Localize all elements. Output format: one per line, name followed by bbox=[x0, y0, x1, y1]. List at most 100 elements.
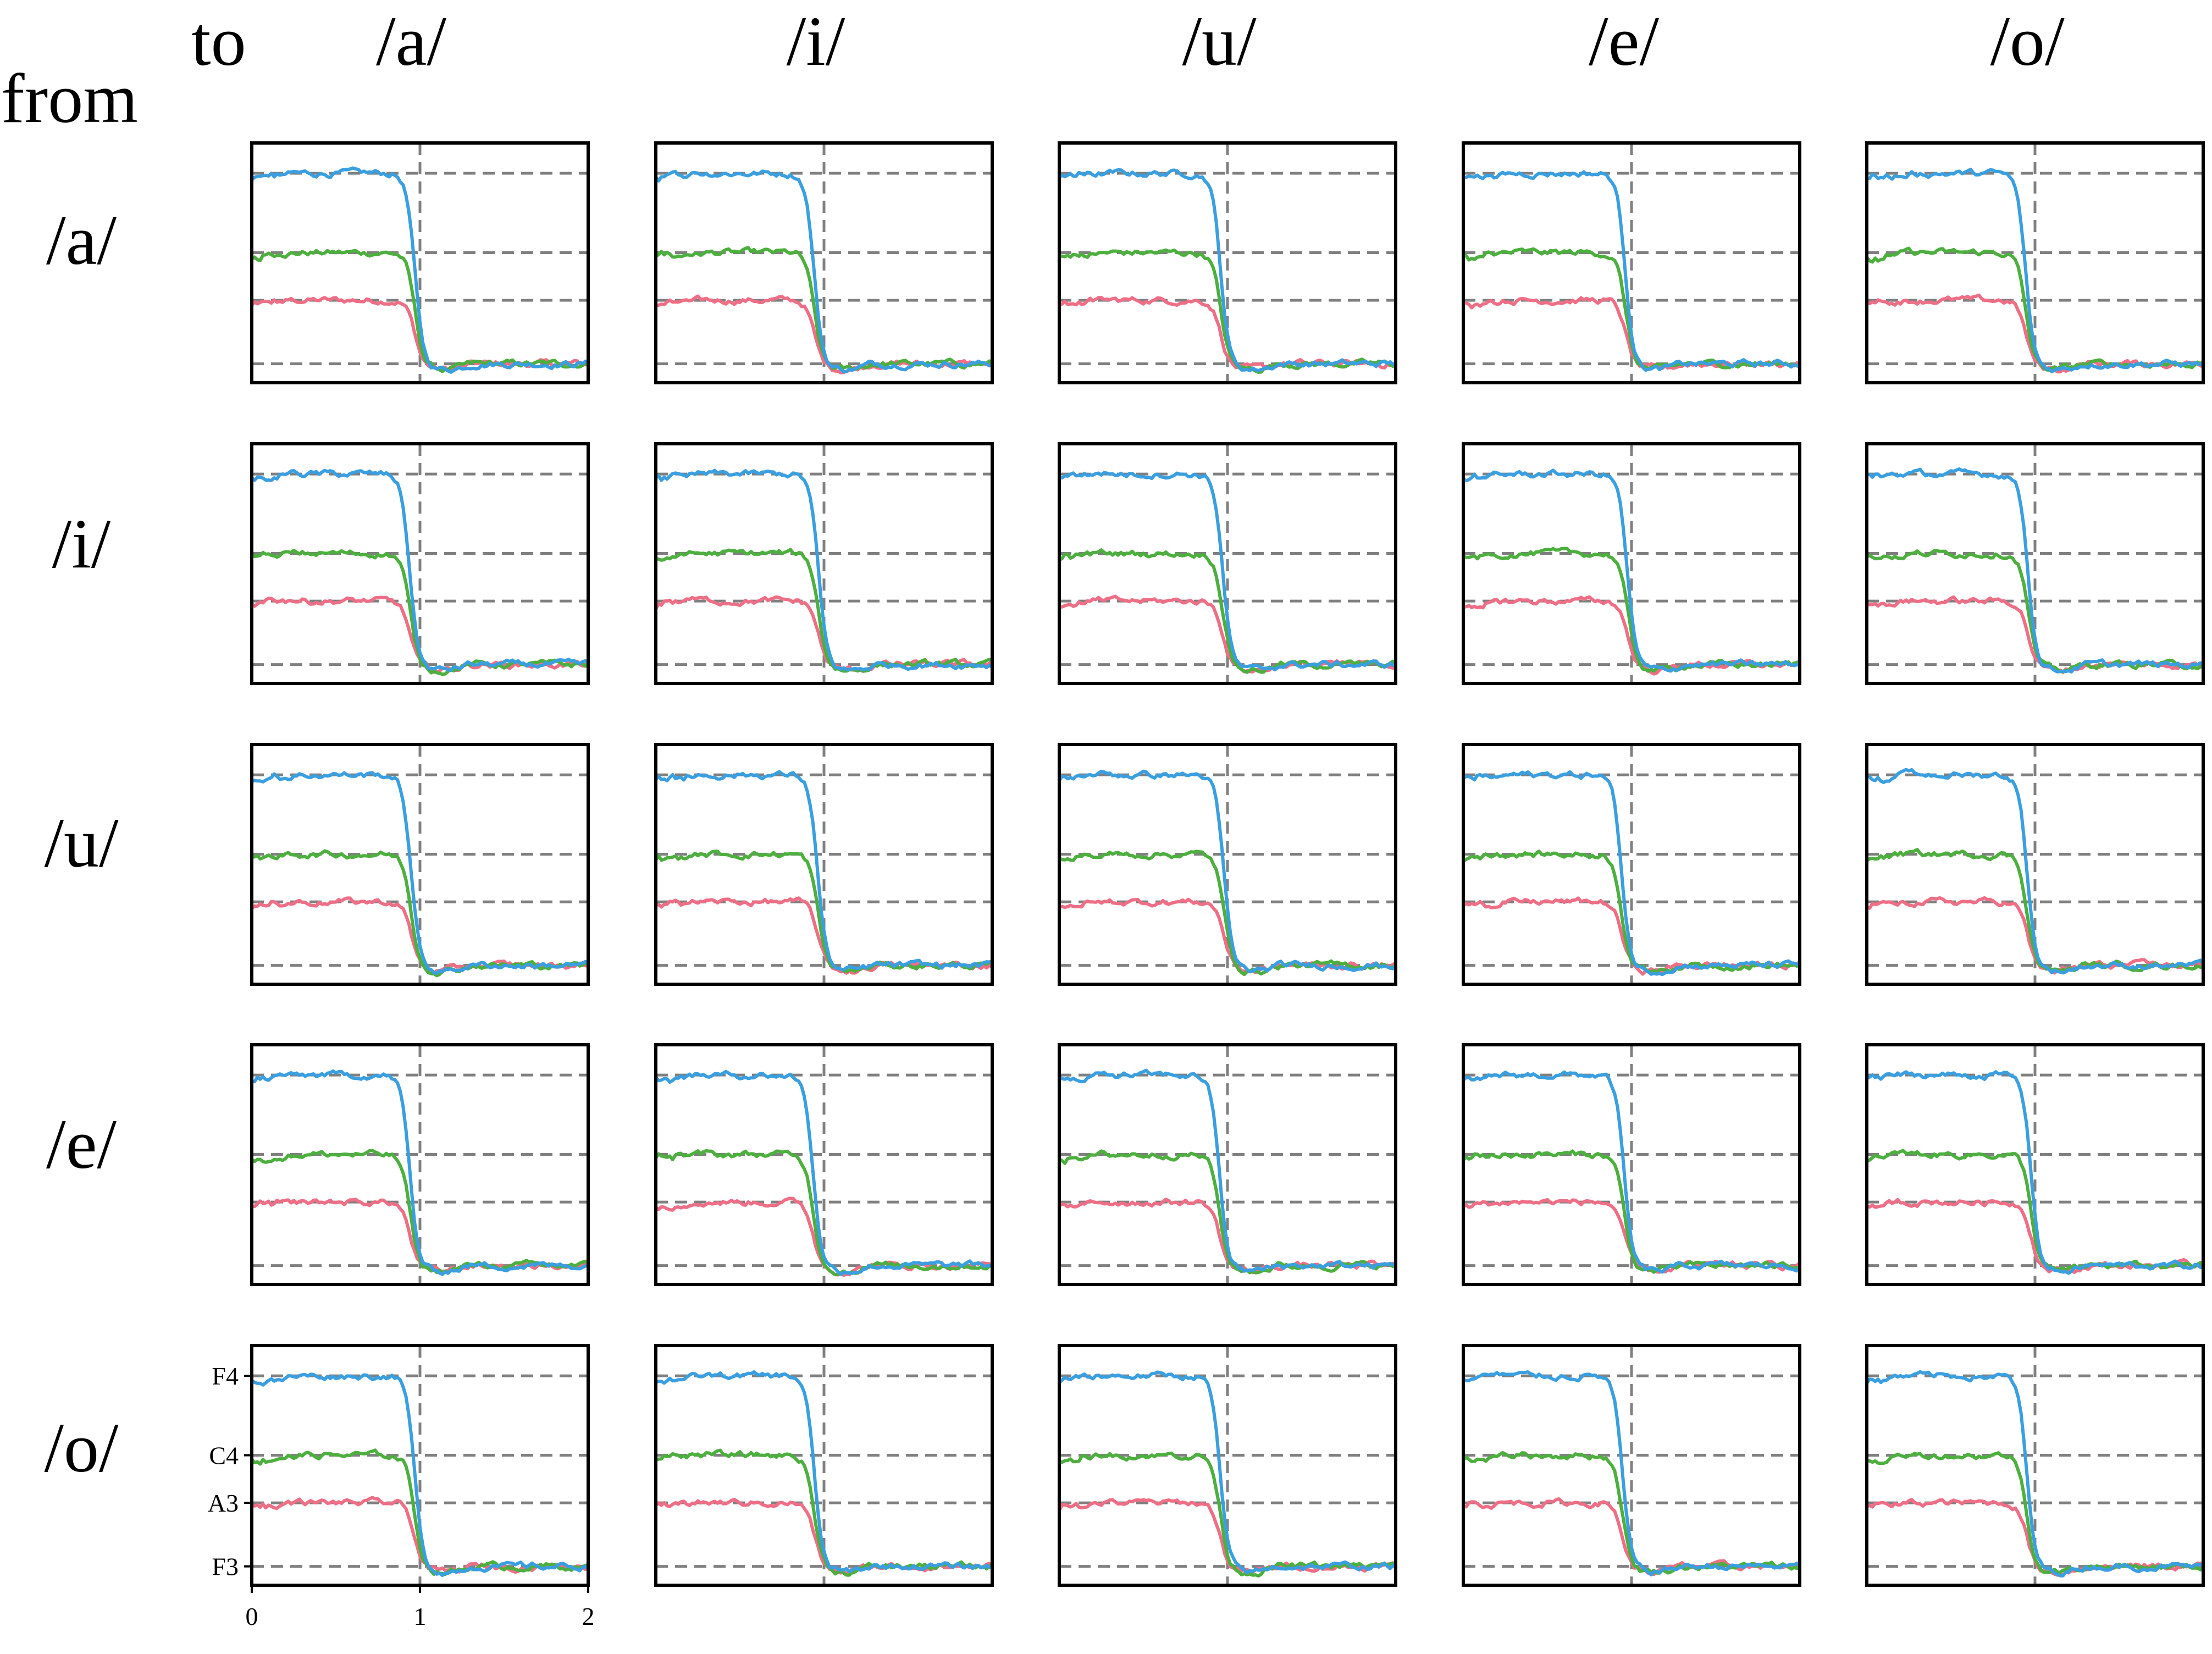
row-header: /o/ bbox=[44, 1409, 119, 1487]
panel-frame bbox=[654, 1344, 994, 1587]
series-line-upper bbox=[1867, 168, 2203, 373]
series-line-middle bbox=[1867, 848, 2203, 974]
series-line-middle bbox=[252, 1149, 588, 1275]
panel-frame bbox=[654, 743, 994, 986]
y-tick-label: F4 bbox=[212, 1362, 239, 1390]
panel bbox=[1058, 1043, 1397, 1286]
series-line-middle bbox=[656, 1149, 992, 1277]
panel-frame bbox=[250, 743, 590, 986]
series-line-middle bbox=[1059, 850, 1396, 977]
panel-frame bbox=[1058, 743, 1397, 986]
panel-frame bbox=[250, 1043, 590, 1286]
series-line-upper bbox=[656, 1069, 992, 1276]
panel-frame bbox=[1865, 141, 2205, 384]
y-tick-label: C4 bbox=[209, 1442, 239, 1470]
series-line-upper bbox=[252, 468, 588, 672]
series-line-middle bbox=[1463, 547, 1800, 673]
series-line-upper bbox=[1463, 170, 1800, 372]
column-header: /i/ bbox=[787, 2, 845, 80]
panel-frame bbox=[1865, 1043, 2205, 1286]
panel bbox=[1462, 1043, 1801, 1286]
series-line-upper bbox=[1059, 471, 1396, 671]
series-line-upper bbox=[1059, 1068, 1396, 1273]
x-tick-label: 1 bbox=[414, 1602, 427, 1630]
series-line-middle bbox=[252, 849, 588, 978]
panel bbox=[250, 1344, 590, 1587]
panel-frame bbox=[1462, 442, 1801, 685]
panel bbox=[1058, 1344, 1397, 1587]
panel bbox=[250, 1043, 590, 1286]
series-line-upper bbox=[1463, 1370, 1800, 1576]
row-header: /u/ bbox=[44, 804, 119, 882]
axis-labels: F3 A3 C4 F4 0 1 2 bbox=[208, 1362, 595, 1630]
row-header: /e/ bbox=[46, 1105, 117, 1183]
panel-frame bbox=[1058, 1344, 1397, 1587]
series-line-upper bbox=[252, 166, 588, 374]
series-line-upper bbox=[1867, 467, 2203, 674]
panel-frame bbox=[1865, 442, 2205, 685]
x-tick-label: 0 bbox=[246, 1602, 258, 1630]
column-headers: /a/ /i/ /u/ /e/ /o/ bbox=[376, 2, 2065, 80]
series-line-upper bbox=[1463, 468, 1800, 673]
panel bbox=[250, 141, 590, 384]
panel bbox=[1865, 442, 2205, 685]
series-line-upper bbox=[1463, 770, 1800, 977]
panel-frame bbox=[654, 442, 994, 685]
panel bbox=[1462, 1344, 1801, 1587]
series-line-lower bbox=[252, 1496, 588, 1574]
series-line-upper bbox=[1059, 769, 1396, 974]
panel-grid bbox=[250, 141, 2205, 1587]
y-tick-label: A3 bbox=[208, 1489, 239, 1517]
panel bbox=[1865, 743, 2205, 986]
panel bbox=[250, 743, 590, 986]
series-line-upper bbox=[252, 1372, 588, 1577]
series-line-lower bbox=[656, 595, 992, 673]
panel-frame bbox=[1865, 743, 2205, 986]
series-line-upper bbox=[1463, 1070, 1800, 1274]
series-line-middle bbox=[1867, 1451, 2203, 1574]
series-line-middle bbox=[1463, 850, 1800, 975]
panel bbox=[1462, 743, 1801, 986]
series-line-middle bbox=[1867, 1149, 2203, 1272]
panel bbox=[1058, 743, 1397, 986]
panel bbox=[654, 743, 994, 986]
panel-frame bbox=[1865, 1344, 2205, 1587]
series-line-middle bbox=[252, 1448, 588, 1576]
series-line-upper bbox=[656, 1370, 992, 1573]
series-line-middle bbox=[1059, 248, 1396, 374]
panel bbox=[1865, 141, 2205, 384]
series-line-middle bbox=[1059, 1451, 1396, 1578]
series-line-upper bbox=[252, 1069, 588, 1276]
series-line-upper bbox=[1867, 768, 2203, 975]
to-label: to bbox=[191, 2, 246, 80]
panel-frame bbox=[250, 442, 590, 685]
x-tick-label: 2 bbox=[582, 1602, 595, 1630]
row-headers: /a/ /i/ /u/ /e/ /o/ bbox=[44, 201, 119, 1487]
panel-frame bbox=[654, 141, 994, 384]
series-line-upper bbox=[656, 169, 992, 373]
row-header: /a/ bbox=[46, 201, 117, 279]
panel bbox=[654, 442, 994, 685]
series-line-upper bbox=[1867, 1370, 2203, 1578]
panel-frame bbox=[1462, 141, 1801, 384]
panel bbox=[654, 1344, 994, 1587]
panel bbox=[1865, 1043, 2205, 1286]
panel bbox=[1865, 1344, 2205, 1587]
panel-frame bbox=[1462, 743, 1801, 986]
panel-frame bbox=[654, 1043, 994, 1286]
column-header: /e/ bbox=[1589, 2, 1659, 80]
panel bbox=[1058, 442, 1397, 685]
panel-frame bbox=[1058, 141, 1397, 384]
series-line-middle bbox=[252, 549, 588, 676]
column-header: /o/ bbox=[1990, 2, 2065, 80]
panel-frame bbox=[250, 141, 590, 384]
series-line-middle bbox=[1463, 1451, 1800, 1575]
panel-frame bbox=[1058, 442, 1397, 685]
column-header: /u/ bbox=[1182, 2, 1257, 80]
panel bbox=[1058, 141, 1397, 384]
axis-ticks: F3 A3 C4 F4 0 1 2 bbox=[208, 1362, 595, 1630]
column-header: /a/ bbox=[376, 2, 446, 80]
series-line-middle bbox=[656, 1448, 992, 1577]
panel-frame bbox=[1462, 1344, 1801, 1587]
